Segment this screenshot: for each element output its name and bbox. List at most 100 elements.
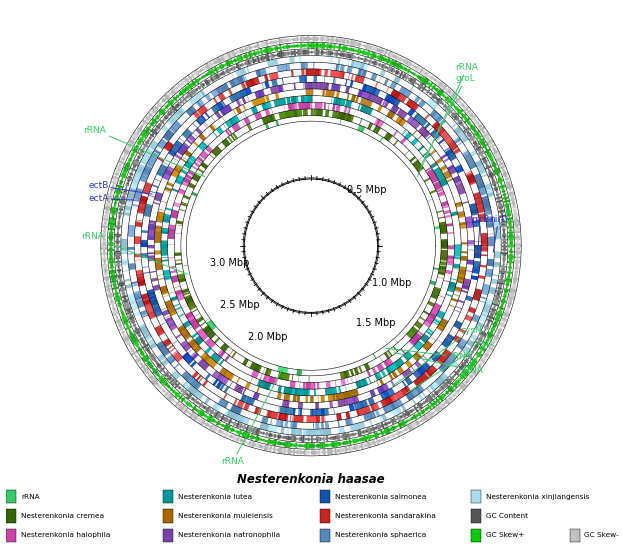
Polygon shape (379, 383, 389, 393)
Polygon shape (311, 436, 313, 442)
Polygon shape (154, 149, 160, 155)
Polygon shape (503, 237, 506, 239)
Polygon shape (326, 382, 329, 388)
Polygon shape (200, 418, 205, 425)
Polygon shape (284, 105, 285, 111)
Polygon shape (196, 159, 202, 164)
Polygon shape (132, 283, 139, 287)
Polygon shape (297, 444, 299, 446)
Polygon shape (114, 173, 119, 176)
Polygon shape (305, 389, 306, 396)
Polygon shape (413, 365, 427, 379)
Polygon shape (164, 105, 169, 109)
Polygon shape (447, 334, 455, 341)
Polygon shape (454, 105, 457, 109)
Polygon shape (236, 377, 240, 384)
Text: Nesterenkonia muleiensis: Nesterenkonia muleiensis (178, 513, 273, 519)
Polygon shape (305, 62, 308, 69)
Polygon shape (228, 60, 232, 65)
Polygon shape (192, 192, 198, 197)
Polygon shape (435, 115, 443, 123)
Polygon shape (230, 68, 233, 71)
Polygon shape (161, 244, 168, 256)
Polygon shape (174, 167, 182, 173)
Polygon shape (286, 442, 289, 447)
Polygon shape (514, 218, 518, 221)
Polygon shape (425, 399, 429, 403)
Polygon shape (437, 318, 448, 331)
Polygon shape (142, 314, 149, 318)
Polygon shape (128, 293, 138, 310)
Polygon shape (442, 93, 445, 97)
Polygon shape (163, 270, 170, 272)
Polygon shape (446, 293, 453, 297)
Polygon shape (384, 66, 387, 69)
Polygon shape (352, 395, 360, 403)
Polygon shape (291, 39, 293, 40)
Polygon shape (343, 434, 345, 440)
Polygon shape (277, 392, 282, 400)
Polygon shape (204, 74, 207, 77)
Polygon shape (126, 186, 128, 188)
Polygon shape (485, 148, 488, 151)
Polygon shape (166, 304, 176, 315)
Polygon shape (493, 341, 496, 343)
Polygon shape (466, 132, 471, 136)
Polygon shape (510, 198, 516, 201)
Polygon shape (216, 58, 220, 63)
Polygon shape (175, 175, 184, 185)
Polygon shape (139, 351, 144, 354)
Polygon shape (486, 216, 493, 224)
Polygon shape (109, 302, 116, 305)
Polygon shape (141, 311, 148, 317)
Polygon shape (243, 111, 247, 117)
Polygon shape (309, 376, 310, 383)
Polygon shape (310, 383, 312, 389)
Polygon shape (297, 44, 299, 48)
Polygon shape (420, 358, 425, 363)
Polygon shape (124, 306, 131, 310)
Polygon shape (345, 441, 348, 445)
Polygon shape (393, 140, 399, 146)
Polygon shape (506, 217, 513, 220)
Polygon shape (494, 234, 501, 240)
Polygon shape (267, 438, 270, 444)
Polygon shape (514, 229, 521, 232)
Polygon shape (121, 262, 128, 265)
Polygon shape (231, 122, 241, 132)
Polygon shape (364, 363, 371, 371)
Polygon shape (316, 37, 318, 41)
Polygon shape (179, 90, 184, 96)
Polygon shape (349, 48, 351, 51)
Polygon shape (506, 210, 511, 213)
Polygon shape (332, 442, 334, 448)
Polygon shape (164, 277, 171, 279)
Polygon shape (351, 389, 359, 397)
Polygon shape (114, 198, 119, 201)
Polygon shape (118, 187, 121, 189)
Polygon shape (350, 48, 353, 51)
Polygon shape (215, 111, 222, 119)
Polygon shape (418, 68, 422, 72)
Polygon shape (476, 202, 485, 213)
Polygon shape (384, 437, 388, 440)
Polygon shape (456, 108, 460, 111)
Polygon shape (515, 236, 521, 239)
Polygon shape (354, 438, 357, 443)
Polygon shape (415, 387, 422, 394)
Polygon shape (179, 278, 185, 282)
Polygon shape (445, 393, 447, 395)
Polygon shape (411, 72, 413, 74)
Polygon shape (514, 256, 521, 258)
Polygon shape (168, 257, 175, 259)
Polygon shape (430, 411, 434, 416)
Polygon shape (402, 404, 407, 411)
Polygon shape (453, 105, 456, 107)
Polygon shape (236, 99, 241, 106)
Polygon shape (164, 391, 167, 394)
Polygon shape (151, 112, 153, 115)
Polygon shape (355, 75, 358, 81)
Polygon shape (393, 407, 402, 416)
Polygon shape (264, 96, 266, 103)
Polygon shape (315, 402, 317, 409)
